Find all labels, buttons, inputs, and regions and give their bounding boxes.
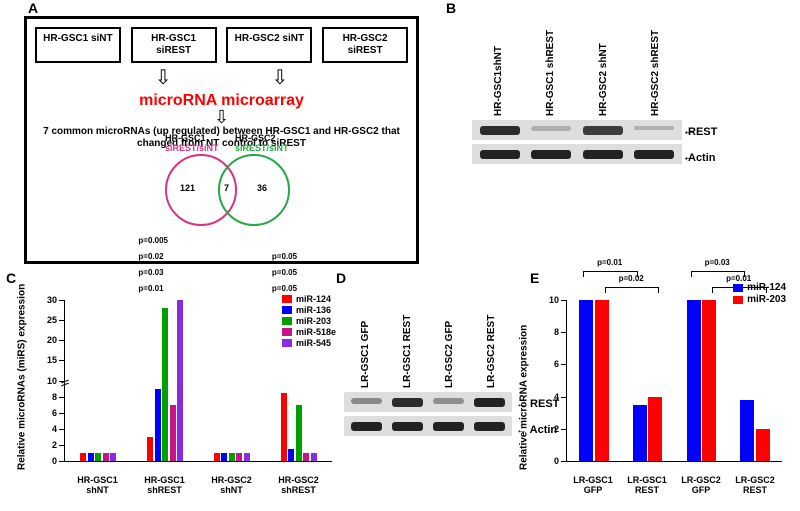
panel-e-chart: Relative microRNA expression 0246810p=0.… <box>522 276 788 496</box>
panel-b-bands <box>472 120 682 164</box>
legend-e: miR-124miR-203 <box>733 282 786 306</box>
venn-left-t2: siREST/siNT <box>165 143 219 153</box>
panel-b-lane-labels: HR-GSC1shNT HR-GSC1 shREST HR-GSC2 shNT … <box>472 28 682 116</box>
venn-right-t2: siREST/siNT <box>235 143 289 153</box>
plot-area-e: 0246810p=0.01p=0.02p=0.03p=0.01 <box>566 300 782 462</box>
panel-d: LR-GSC1 GFP LR-GSC1 REST LR-GSC2 GFP LR-… <box>344 310 512 436</box>
lane-label: LR-GSC2 REST <box>486 310 497 388</box>
venn-n-center: 7 <box>224 184 229 194</box>
lane-label: HR-GSC1shNT <box>493 28 504 116</box>
x-labels-c: HR-GSC1shNTHR-GSC1shRESTHR-GSC2shNTHR-GS… <box>64 476 332 496</box>
arrow-icon: ⇩ <box>35 110 408 124</box>
arrow-icon: ← <box>682 148 696 164</box>
panel-d-bands <box>344 392 512 436</box>
legend-c: miR-124miR-136miR-203miR-518emiR-545 <box>282 294 336 349</box>
experiment-boxes: HR-GSC1 siNT HR-GSC1 siREST HR-GSC2 siNT… <box>35 27 408 63</box>
box-1: HR-GSC1 siREST <box>131 27 217 63</box>
x-labels-e: LR-GSC1GFPLR-GSC1RESTLR-GSC2GFPLR-GSC2RE… <box>566 476 782 496</box>
arrow-icon: ← <box>682 122 696 138</box>
lane-label: LR-GSC1 GFP <box>360 310 371 388</box>
lane-label: HR-GSC1 shREST <box>545 28 556 116</box>
panel-c-chart: Relative microRNAs (miRS) expression 024… <box>20 276 338 496</box>
panel-a-desc: 7 common microRNAs (up regulated) betwee… <box>35 126 408 150</box>
panel-b-label: B <box>446 0 456 16</box>
box-0: HR-GSC1 siNT <box>35 27 121 63</box>
venn-right-title: HR-GSC2 siREST/siNT <box>235 134 289 154</box>
arrow-row-1: ⇩ ⇩ <box>35 65 408 90</box>
panel-d-label: D <box>336 270 346 286</box>
lane-label: LR-GSC1 REST <box>402 310 413 388</box>
box-3: HR-GSC2 siREST <box>322 27 408 63</box>
venn-diagram: HR-GSC1 siREST/siNT HR-GSC2 siREST/siNT … <box>35 152 408 230</box>
panel-c-label: C <box>6 270 16 286</box>
panel-e-ylabel: Relative microRNA expression <box>519 324 530 469</box>
lane-label: HR-GSC2 shREST <box>650 28 661 116</box>
lane-label: HR-GSC2 shNT <box>598 28 609 116</box>
panel-a-label: A <box>28 0 38 16</box>
arrow-icon: ⇩ <box>155 65 172 90</box>
venn-left-title: HR-GSC1 siREST/siNT <box>165 134 219 154</box>
venn-right-t1: HR-GSC2 <box>235 133 276 143</box>
panel-d-lane-labels: LR-GSC1 GFP LR-GSC1 REST LR-GSC2 GFP LR-… <box>344 310 512 388</box>
panel-c-ylabel: Relative microRNAs (miRS) expression <box>17 283 28 469</box>
box-2: HR-GSC2 siNT <box>226 27 312 63</box>
arrow-icon: ⇩ <box>272 65 289 90</box>
panel-a: HR-GSC1 siNT HR-GSC1 siREST HR-GSC2 siNT… <box>24 16 419 264</box>
venn-left-t1: HR-GSC1 <box>165 133 206 143</box>
lane-label: LR-GSC2 GFP <box>444 310 455 388</box>
venn-n-right: 36 <box>257 184 267 194</box>
panel-b: HR-GSC1shNT HR-GSC1 shREST HR-GSC2 shNT … <box>472 28 682 164</box>
venn-n-left: 121 <box>180 184 195 194</box>
